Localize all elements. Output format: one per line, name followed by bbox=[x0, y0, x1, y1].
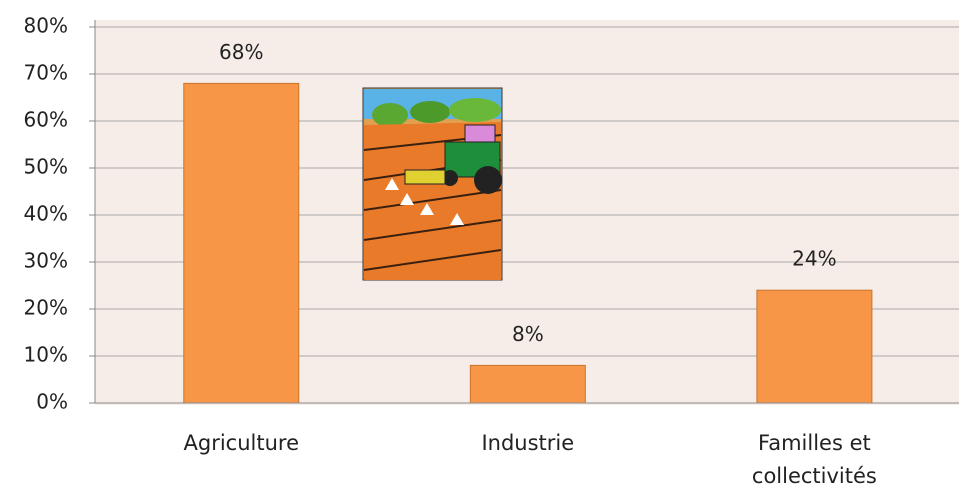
y-tick-label: 0% bbox=[36, 390, 68, 414]
bar bbox=[469, 364, 586, 404]
y-tick-label: 20% bbox=[24, 296, 68, 320]
bar bbox=[756, 289, 873, 404]
y-tick-label: 50% bbox=[24, 155, 68, 179]
illustration bbox=[362, 87, 503, 281]
value-label: 68% bbox=[219, 40, 263, 64]
x-tick-label: Familles et collectivités bbox=[751, 431, 877, 488]
value-label: 24% bbox=[792, 247, 836, 271]
y-tick-label: 70% bbox=[24, 61, 68, 85]
y-tick-label: 80% bbox=[24, 14, 68, 38]
y-tick-label: 40% bbox=[24, 202, 68, 226]
x-tick-label: Industrie bbox=[481, 431, 575, 455]
y-tick-label: 30% bbox=[24, 249, 68, 273]
value-label: 8% bbox=[512, 322, 544, 346]
bars bbox=[183, 82, 873, 404]
x-tick-label: Agriculture bbox=[183, 431, 300, 455]
y-tick-label: 10% bbox=[24, 343, 68, 367]
y-tick-label: 60% bbox=[24, 108, 68, 132]
bar bbox=[183, 82, 300, 404]
